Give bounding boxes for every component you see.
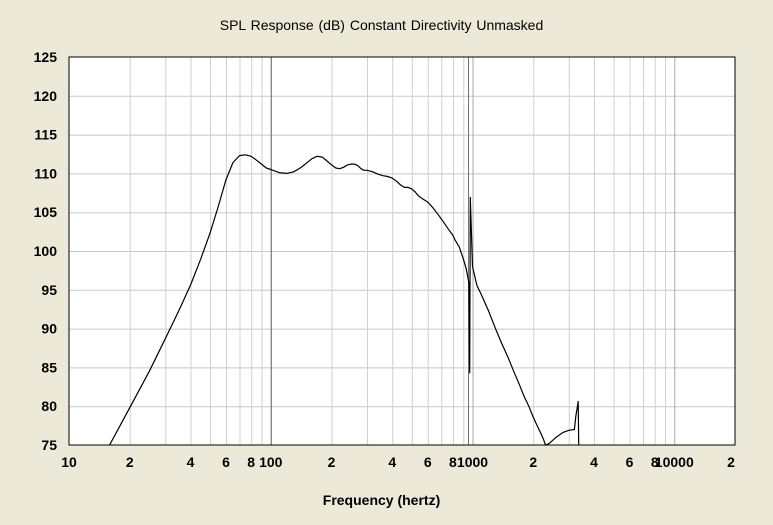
y-tick-label: 125 — [34, 49, 58, 65]
x-tick-label: 2 — [727, 454, 735, 470]
x-tick-label: 8 — [651, 454, 659, 470]
y-tick-label: 115 — [34, 127, 57, 143]
x-tick-label: 2 — [126, 454, 134, 470]
x-tick-label: 4 — [388, 454, 396, 470]
grid-lines — [69, 57, 735, 445]
x-tick-label: 4 — [187, 454, 195, 470]
x-tick-label: 6 — [222, 454, 230, 470]
y-tick-label: 100 — [34, 243, 58, 259]
x-tick-label: 8 — [247, 454, 255, 470]
x-tick-label: 4 — [590, 454, 598, 470]
x-tick-label: 6 — [424, 454, 432, 470]
spl-response-curve — [109, 154, 580, 446]
x-axis-label: Frequency (hertz) — [322, 492, 441, 508]
chart-title: SPL Response (dB) Constant Directivity U… — [219, 17, 544, 33]
y-tick-label: 90 — [41, 321, 57, 337]
x-tick-label: 2 — [529, 454, 537, 470]
x-tick-label: 2 — [328, 454, 336, 470]
x-tick-label: 100 — [259, 454, 283, 470]
x-tick-label: 1000 — [457, 454, 488, 470]
y-tick-label: 75 — [41, 437, 57, 453]
plot-frame — [68, 56, 736, 446]
x-tick-label: 8 — [449, 454, 457, 470]
x-tick-label: 10000 — [655, 454, 694, 470]
y-tick-label: 95 — [41, 282, 57, 298]
y-tick-label: 120 — [34, 88, 58, 104]
curve-layer — [109, 154, 580, 446]
y-tick-label: 110 — [34, 165, 57, 181]
y-tick-label: 105 — [34, 204, 58, 220]
y-tick-label: 80 — [41, 398, 57, 414]
x-tick-label: 10 — [61, 454, 77, 470]
y-tick-label: 85 — [41, 359, 57, 375]
y-tick-labels: 125 120 115 110 105 100 95 90 85 80 75 — [34, 49, 58, 453]
x-tick-label: 6 — [626, 454, 634, 470]
